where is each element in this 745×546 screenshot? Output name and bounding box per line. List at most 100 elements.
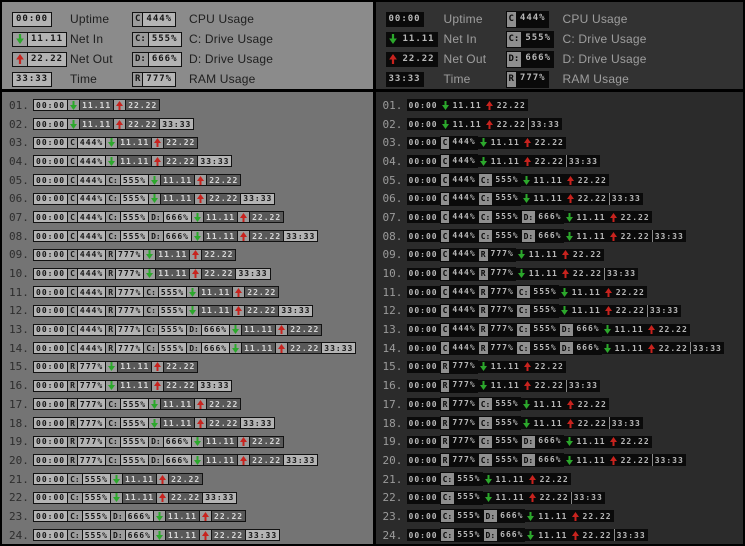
uptime-badge: 00:00 — [33, 211, 69, 224]
cdrive-badge: C: 555% — [477, 416, 521, 431]
cpu-badge: C 444% — [439, 285, 478, 300]
uptime-value: 00:00 — [33, 529, 69, 542]
widget-bar: 00:00 C 444% R 777% C: 555% D: 666% 11.11 22.22 — [406, 322, 690, 337]
row-number: 17. — [382, 397, 403, 411]
time-badge: 33:33 — [159, 118, 195, 131]
netin-value: 11.11 — [203, 454, 239, 467]
netout-value: 22.22 — [206, 417, 242, 430]
cpu-badge: C 444% — [439, 322, 478, 337]
cdrive-badge: C: 555% — [477, 453, 521, 468]
time-value: 33:33 — [652, 230, 686, 243]
preview-row: 15. 00:00 R 777% 11.11 22.22 — [383, 358, 744, 377]
time-value: 33:33 — [609, 192, 643, 205]
row-number: 09. — [382, 248, 403, 262]
row-number: 11. — [382, 285, 403, 299]
row-number: 10. — [9, 267, 29, 281]
uptime-badge: 00:00 — [406, 454, 440, 467]
netout-value: 22.22 — [168, 473, 204, 486]
ddrive-value: 666% — [162, 230, 192, 243]
ram-value: 777% — [488, 247, 516, 260]
cpu-prefix-chip: C — [440, 155, 450, 168]
netout-badge: 22.22 — [602, 304, 647, 317]
netin-badge: 11.11 — [525, 529, 570, 542]
uptime-badge: 00:00 — [406, 118, 440, 131]
netin-badge: 11.11 — [563, 454, 608, 467]
ddrive-value: 666% — [536, 434, 564, 447]
netin-value: 11.11 — [79, 99, 115, 112]
row-number: 03. — [382, 136, 403, 150]
netout-badge: 22.22 — [607, 230, 652, 243]
cdrive-badge: C: 555% — [67, 491, 111, 504]
ram-value: 777% — [488, 266, 516, 279]
netin-badge: 11.11 — [477, 379, 522, 392]
legend-dark: 00:00 Uptime C 444% CPU Usage 11.11 Net In C: 55… — [375, 2, 743, 92]
netout-value: 22.22 — [244, 286, 280, 299]
cdrive-value: 555% — [455, 472, 483, 485]
ddrive-prefix-chip: D: — [186, 342, 202, 355]
netout-badge: 22.22 — [232, 304, 280, 317]
preview-row: 19. 00:00 R 777% C: 555% D: 666% 11.11 22.22 — [9, 432, 373, 451]
widget-bar: 00:00 C 444% R 777% C: 555% D: 666% 11.11 22.22 33:… — [406, 341, 724, 356]
down-arrow-icon — [525, 529, 536, 541]
netout-value: 22.22 — [532, 360, 566, 373]
ddrive-prefix-chip: D: — [132, 51, 149, 67]
cpu-prefix-chip: C — [440, 230, 450, 243]
ram-value: 777% — [488, 341, 516, 354]
cpu-prefix-chip: C — [440, 211, 450, 224]
widget-bar: 00:00 C 444% C: 555% 11.11 22.22 — [33, 174, 242, 187]
netout-value: 22.22 — [201, 267, 237, 280]
netin-value: 11.11 — [526, 248, 560, 261]
cpu-badge: C 444% — [439, 191, 478, 206]
ddrive-value: 666% — [200, 323, 231, 336]
up-arrow-icon — [608, 211, 619, 223]
row-number: 18. — [382, 416, 403, 430]
ram-badge: R 777% — [67, 435, 107, 448]
down-arrow-icon — [564, 211, 575, 223]
uptime-badge: 00:00 — [406, 136, 440, 149]
widget-bar: 00:00 11.11 22.22 33:33 — [406, 118, 562, 131]
netout-badge: 22.22 — [521, 136, 566, 149]
cdrive-value: 555% — [119, 211, 150, 224]
legend-badge-cell: R 777% — [132, 71, 189, 87]
widget-bar: 00:00 C 444% R 777% C: 555% 11.11 22.22 33:33 — [33, 304, 314, 317]
netin-badge: 11.11 — [148, 192, 196, 205]
ddrive-value: 666% — [498, 528, 526, 541]
variant-list-dark: 01. 00:00 11.11 22.22 02. 00:00 11.11 22.22 33:3… — [376, 92, 744, 544]
netin-badge: 11.11 — [601, 342, 646, 355]
preview-row: 22. 00:00 C: 555% 11.11 22.22 33:33 — [383, 488, 744, 507]
ram-prefix-chip: R — [440, 435, 450, 448]
uptime-value: 00:00 — [406, 211, 440, 224]
legend-label-cdrive: C: Drive Usage — [562, 32, 647, 46]
time-badge: 33:33 — [565, 379, 600, 392]
uptime-value: 00:00 — [406, 304, 440, 317]
preview-row: 06. 00:00 C 444% C: 555% 11.11 22.22 33:33 — [383, 189, 744, 208]
cpu-badge: C 444% — [439, 173, 478, 188]
uptime-badge: 00:00 — [406, 417, 440, 430]
netin-value: 11.11 — [569, 304, 603, 317]
uptime-value: 00:00 — [33, 454, 69, 467]
netin-badge: 11.11 — [520, 398, 565, 411]
up-arrow-icon — [565, 174, 576, 186]
ram-badge: R 777% — [439, 416, 478, 431]
cdrive-value: 555% — [119, 174, 150, 187]
ram-value: 777% — [76, 435, 107, 448]
preview-row: 04. 00:00 C 444% 11.11 22.22 33:33 — [383, 152, 744, 171]
preview-row: 17. 00:00 R 777% C: 555% 11.11 22.22 — [383, 395, 744, 414]
down-arrow-icon — [478, 155, 489, 167]
netin-value: 11.11 — [574, 454, 608, 467]
ram-prefix-chip: R — [478, 304, 488, 317]
uptime-badge: 00:00 — [406, 473, 440, 486]
row-number: 10. — [382, 267, 403, 281]
row-number: 05. — [382, 173, 403, 187]
cdrive-prefix-chip: C: — [105, 192, 121, 205]
uptime-badge: 00:00 — [33, 267, 69, 280]
widget-bar: 00:00 11.11 22.22 33:33 — [33, 118, 195, 131]
netin-value: 11.11 — [79, 118, 115, 131]
cpu-badge: C 444% — [132, 11, 177, 27]
up-arrow-icon — [608, 436, 619, 448]
cdrive-prefix-chip: C: — [478, 417, 493, 430]
cpu-prefix-chip: C — [440, 304, 450, 317]
ddrive-value: 666% — [200, 342, 231, 355]
ddrive-prefix-chip: D: — [148, 230, 164, 243]
ddrive-value: 666% — [498, 509, 526, 522]
